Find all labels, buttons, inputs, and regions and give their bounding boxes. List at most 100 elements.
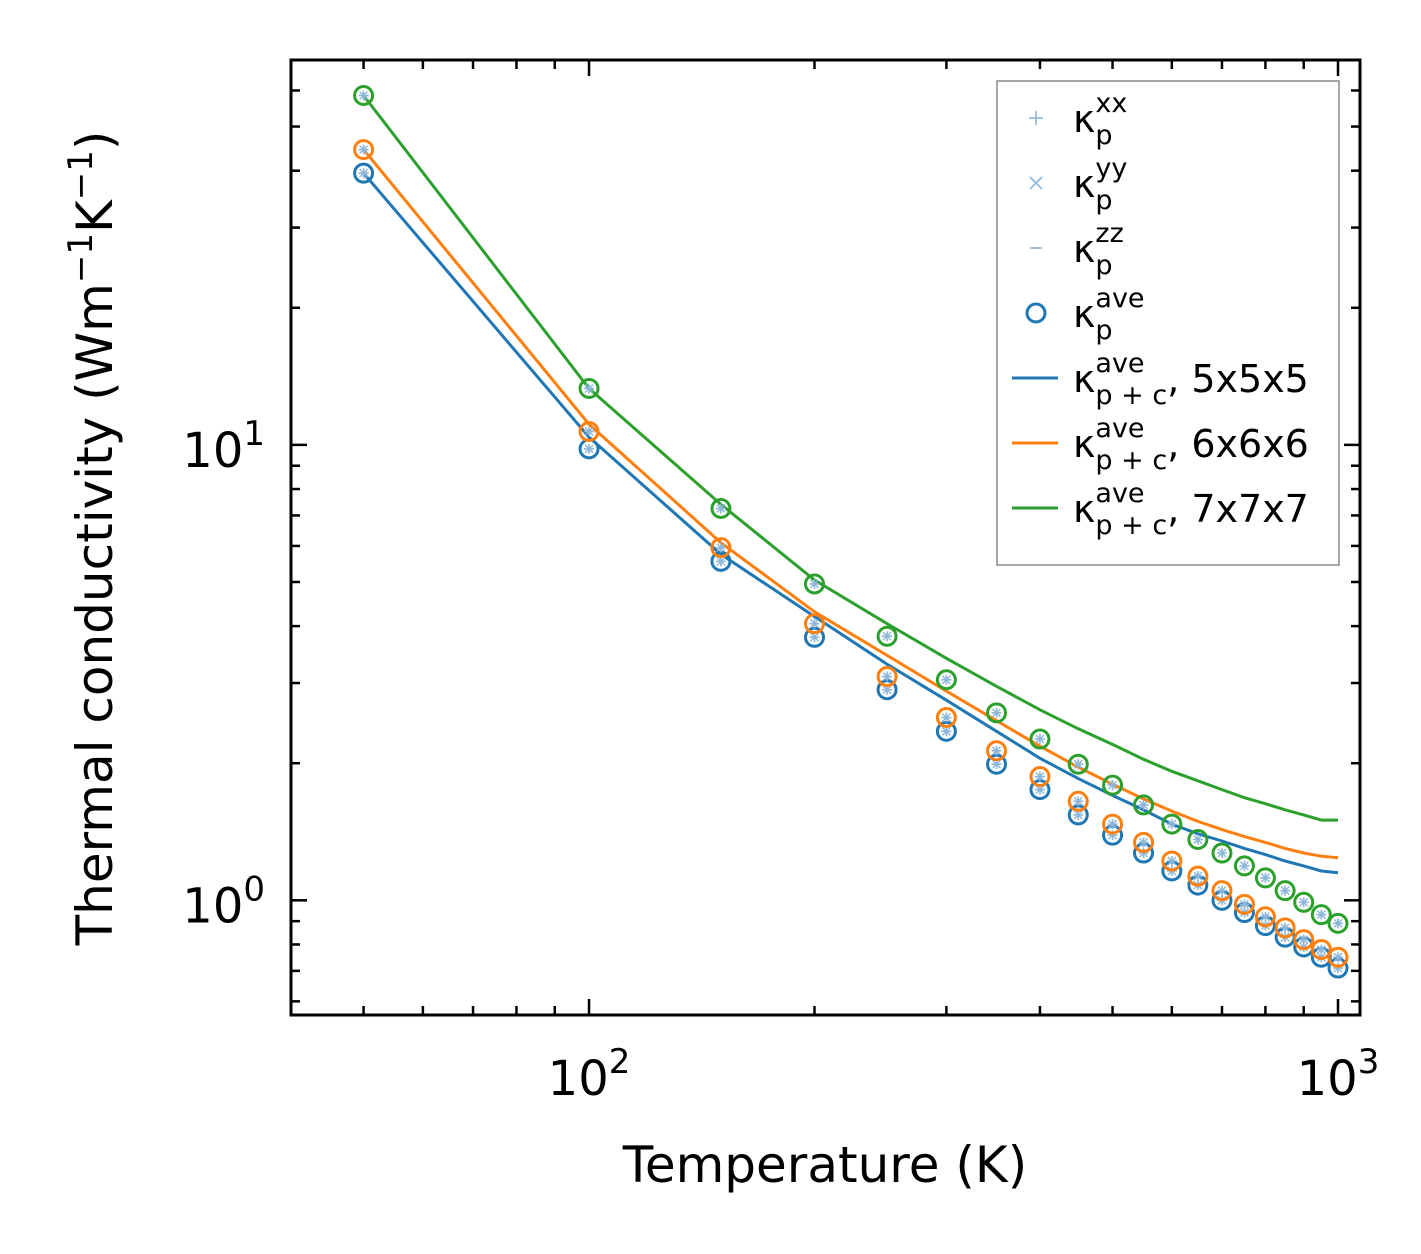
kappa-ave-marker bbox=[1067, 790, 1089, 812]
kappa-yy-marker bbox=[359, 168, 369, 178]
data-point-7x7x7 bbox=[1067, 753, 1089, 775]
kappa-yy-marker bbox=[810, 579, 819, 589]
kappa-yy-marker bbox=[716, 503, 726, 513]
kappa-ave-marker bbox=[1187, 865, 1209, 887]
data-point-7x7x7 bbox=[1133, 794, 1155, 816]
data-point-7x7x7 bbox=[353, 84, 375, 106]
legend-label-subscript: p bbox=[1095, 250, 1112, 281]
kappa-ave-marker bbox=[578, 421, 600, 443]
kappa-yy-marker bbox=[1299, 935, 1309, 945]
kappa-ave-marker bbox=[1211, 842, 1233, 864]
kappa-ave-marker bbox=[1310, 904, 1332, 926]
y-axis-label: Thermal conductivity (Wm−1K−1) bbox=[61, 131, 124, 947]
data-point-7x7x7 bbox=[1102, 774, 1124, 796]
y-axis-label-exp1: −1 bbox=[61, 233, 101, 283]
kappa-yy-marker bbox=[810, 632, 819, 642]
legend-label-base: κ bbox=[1073, 422, 1095, 466]
legend-label: κzz p bbox=[1073, 218, 1124, 281]
kappa-ave-marker bbox=[1310, 938, 1332, 960]
legend-label: κave p + c, 5x5x5 bbox=[1073, 348, 1309, 411]
legend-label-superscript: zz bbox=[1095, 218, 1123, 249]
data-point-6x6x6 bbox=[1327, 946, 1349, 968]
kappa-ave-marker bbox=[935, 669, 957, 691]
kappa-ave-marker bbox=[710, 497, 732, 519]
kappa-yy-marker bbox=[359, 91, 369, 100]
kappa-ave-marker bbox=[578, 377, 600, 399]
kappa-yy-marker bbox=[1239, 861, 1249, 871]
data-point-6x6x6 bbox=[986, 740, 1008, 762]
kappa-ave-marker bbox=[803, 613, 825, 635]
kappa-yy-marker bbox=[1035, 734, 1045, 744]
kappa-yy-marker bbox=[1073, 796, 1083, 806]
data-point-6x6x6 bbox=[1274, 917, 1296, 939]
axis-ticks bbox=[289, 58, 1360, 1015]
kappa-ave-marker bbox=[1293, 891, 1315, 913]
data-point-7x7x7 bbox=[1310, 904, 1332, 926]
legend-label: κxx p bbox=[1073, 88, 1127, 151]
kappa-ave-marker bbox=[1102, 774, 1124, 796]
kappa-yy-marker bbox=[1193, 835, 1203, 844]
kappa-ave-marker bbox=[353, 139, 375, 161]
kappa-yy-marker bbox=[1217, 886, 1227, 896]
data-point-7x7x7 bbox=[1327, 912, 1349, 934]
kappa-yy-marker bbox=[1167, 856, 1177, 866]
kappa-yy-marker bbox=[941, 713, 951, 723]
data-point-7x7x7 bbox=[876, 625, 898, 647]
y-tick-label-exponent: 0 bbox=[243, 869, 265, 909]
data-point-7x7x7 bbox=[1293, 891, 1315, 913]
kappa-yy-marker bbox=[882, 631, 892, 641]
kappa-yy-marker bbox=[992, 746, 1002, 756]
data-point-6x6x6 bbox=[353, 139, 375, 161]
data-point-6x6x6 bbox=[803, 613, 825, 635]
kappa-ave-marker bbox=[986, 702, 1008, 724]
legend-label-suffix: , 6x6x6 bbox=[1167, 422, 1309, 466]
data-point-6x6x6 bbox=[876, 666, 898, 688]
x-tick-label-exponent: 2 bbox=[609, 1042, 631, 1082]
kappa-ave-marker bbox=[1211, 880, 1233, 902]
legend-label-superscript: ave bbox=[1095, 478, 1144, 509]
kappa-yy-marker bbox=[1280, 886, 1290, 896]
kappa-ave-marker bbox=[1187, 828, 1209, 850]
legend-label-subscript: p + c bbox=[1095, 445, 1167, 476]
data-point-7x7x7 bbox=[1029, 728, 1051, 750]
data-point-7x7x7 bbox=[710, 497, 732, 519]
kappa-yy-marker bbox=[716, 543, 726, 553]
legend-entry: κave p + c, 7x7x7 bbox=[1012, 478, 1309, 541]
x-tick-label: 103 bbox=[1297, 1042, 1380, 1107]
legend-circle-icon bbox=[1025, 302, 1047, 324]
kappa-yy-marker bbox=[1073, 810, 1083, 820]
kappa-yy-marker bbox=[1167, 819, 1177, 829]
legend-entry: κxx p bbox=[1029, 88, 1127, 151]
legend-label-subscript: p + c bbox=[1095, 380, 1167, 411]
legend-label-subscript: p + c bbox=[1095, 510, 1167, 541]
series-points bbox=[353, 84, 1349, 979]
legend-label: κave p + c, 7x7x7 bbox=[1073, 478, 1309, 541]
legend-label: κave p + c, 6x6x6 bbox=[1073, 413, 1309, 476]
data-point-6x6x6 bbox=[1187, 865, 1209, 887]
data-point-7x7x7 bbox=[1187, 828, 1209, 850]
kappa-ave-marker bbox=[1029, 728, 1051, 750]
kappa-ave-marker bbox=[1233, 893, 1255, 915]
kappa-yy-marker bbox=[941, 675, 951, 685]
kappa-ave-marker bbox=[1102, 813, 1124, 835]
kappa-yy-marker bbox=[1108, 780, 1118, 790]
kappa-ave-marker bbox=[1274, 880, 1296, 902]
kappa-yy-marker bbox=[1035, 785, 1045, 795]
kappa-yy-marker bbox=[1073, 759, 1083, 769]
kappa-yy-marker bbox=[1333, 918, 1343, 928]
kappa-ave-marker bbox=[1274, 917, 1296, 939]
kappa-yy-marker bbox=[1316, 944, 1326, 954]
data-point-7x7x7 bbox=[935, 669, 957, 691]
kappa-ave-marker bbox=[1327, 912, 1349, 934]
data-point-6x6x6 bbox=[1254, 906, 1276, 928]
data-point-7x7x7 bbox=[803, 573, 825, 595]
legend-label-superscript: xx bbox=[1095, 88, 1127, 119]
kappa-ave-marker bbox=[986, 740, 1008, 762]
kappa-yy-marker bbox=[1139, 800, 1149, 810]
legend-label-base: κ bbox=[1073, 292, 1095, 336]
data-point-7x7x7 bbox=[1233, 855, 1255, 877]
kappa-ave-marker bbox=[1133, 831, 1155, 853]
data-point-7x7x7 bbox=[1161, 813, 1183, 835]
